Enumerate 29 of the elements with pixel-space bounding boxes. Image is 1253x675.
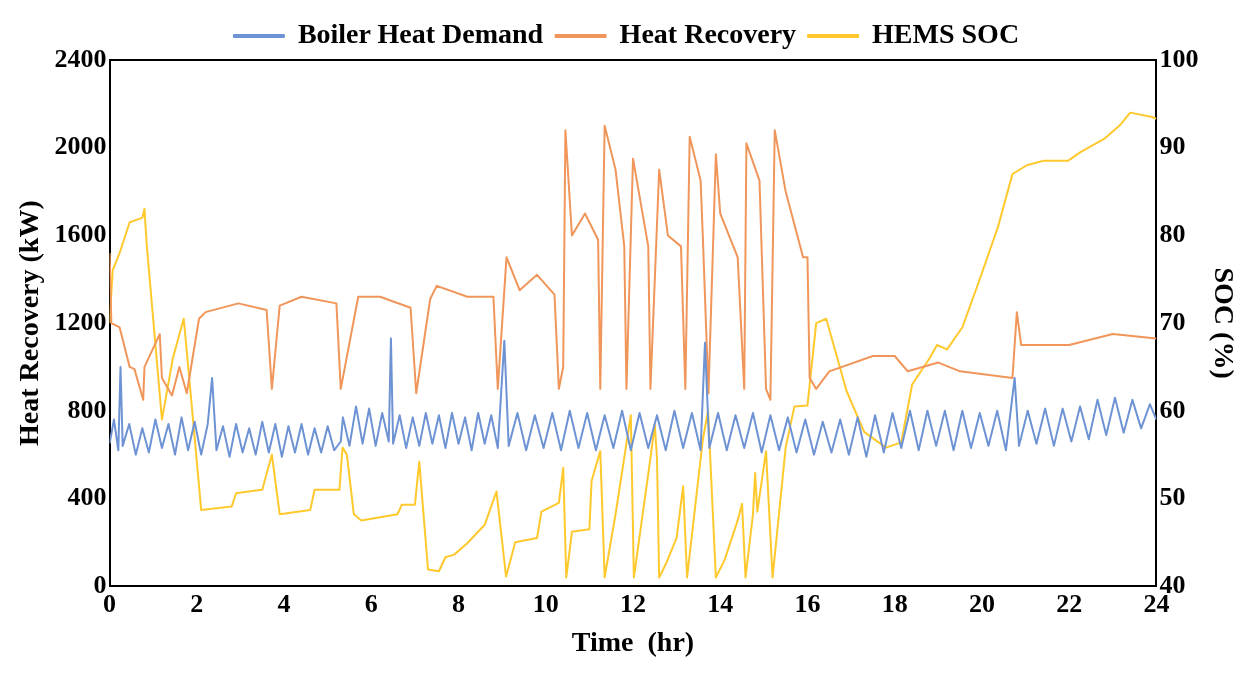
x-tick-label: 6 — [364, 588, 378, 618]
y-tick-label: 2000 — [54, 131, 107, 161]
y-tick-label: 1200 — [54, 306, 107, 336]
y-tick-label: 2400 — [54, 43, 107, 73]
x-tick-label: 16 — [794, 588, 821, 618]
y2-tick-label: 80 — [1159, 219, 1186, 249]
y2-tick-label: 50 — [1159, 482, 1186, 512]
x-tick-label: 20 — [968, 588, 995, 618]
legend-label: Heat Recovery — [619, 18, 797, 50]
x-tick-label: 2 — [190, 588, 204, 618]
legend-label: HEMS SOC — [872, 18, 1020, 50]
x-tick-label: 4 — [277, 588, 291, 618]
x-axis-title: Time (hr) — [571, 626, 695, 658]
y-tick-label: 800 — [67, 394, 107, 424]
x-tick-label: 18 — [881, 588, 908, 618]
y-axis-title: Heat Recovery (kW) — [13, 200, 45, 446]
y2-tick-label: 90 — [1159, 131, 1186, 161]
x-tick-label: 12 — [620, 588, 646, 618]
y-tick-label: 400 — [67, 482, 107, 512]
y2-tick-label: 100 — [1159, 43, 1199, 73]
y-tick-label: 1600 — [54, 219, 107, 249]
y2-axis-title: SOC (%) — [1208, 267, 1240, 379]
y2-tick-label: 70 — [1159, 306, 1186, 336]
y2-tick-label: 60 — [1159, 394, 1186, 424]
legend-label: Boiler Heat Demand — [297, 18, 544, 50]
x-tick-label: 14 — [707, 588, 734, 618]
x-tick-label: 10 — [532, 588, 559, 618]
x-tick-label: 22 — [1056, 588, 1083, 618]
x-tick-label: 8 — [452, 588, 466, 618]
